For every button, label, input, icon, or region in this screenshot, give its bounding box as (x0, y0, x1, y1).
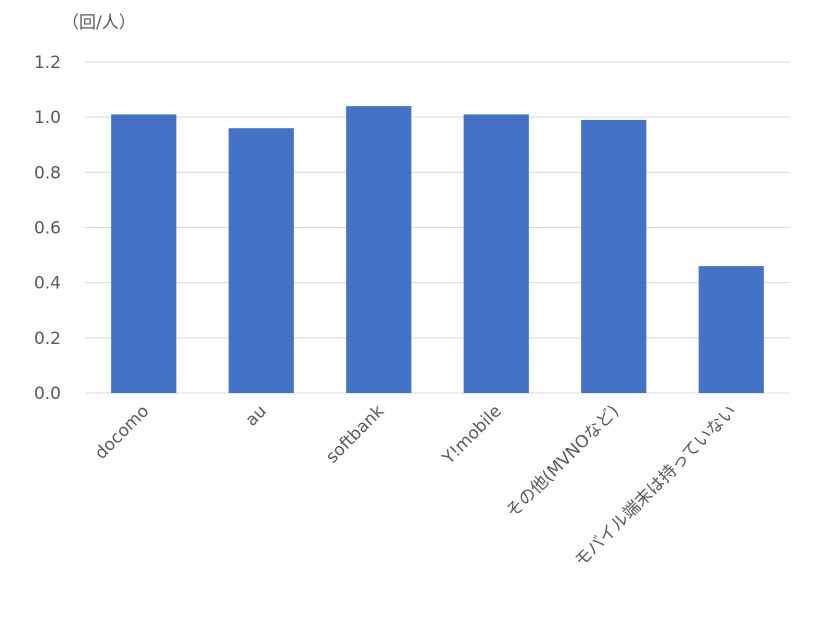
bar-2 (346, 106, 412, 393)
x-tick-label: au (242, 401, 271, 430)
y-tick-label: 0.0 (34, 384, 61, 404)
y-tick-label: 1.2 (34, 53, 61, 73)
x-tick-label: softbank (322, 401, 388, 467)
bars (111, 106, 764, 394)
bar-0 (111, 114, 177, 394)
bar-1 (228, 128, 294, 393)
x-tick-label: Y!mobile (438, 401, 506, 469)
bar-3 (463, 114, 529, 394)
y-tick-label: 0.2 (34, 329, 61, 349)
gridlines (85, 61, 790, 394)
bar-5 (698, 266, 764, 393)
bar-4 (581, 119, 647, 394)
unit-label: （回/人） (62, 13, 136, 33)
y-tick-label: 0.6 (34, 219, 61, 239)
y-tick-label: 1.0 (34, 108, 61, 128)
y-axis-ticks: 0.0 0.2 0.4 0.6 0.8 1.0 1.2 (34, 53, 61, 404)
x-axis-labels: docomo au softbank Y!mobileその他(MVNOなど)モバイル端… (91, 401, 741, 571)
y-tick-label: 0.4 (34, 274, 61, 294)
y-tick-label: 0.8 (34, 163, 61, 183)
x-tick-label: docomo (91, 401, 153, 463)
x-tick-label: その他(MVNOなど) (503, 401, 624, 522)
